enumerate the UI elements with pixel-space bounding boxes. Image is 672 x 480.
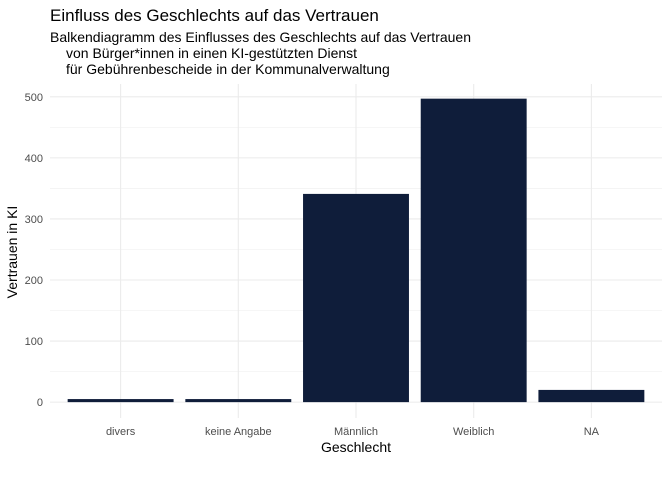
bar (538, 389, 645, 403)
y-tick-label: 0 (37, 397, 43, 409)
x-tick-label: keine Angabe (205, 426, 272, 438)
chart-subtitle-line-3: für Gebührenbescheide in der Kommunalver… (66, 61, 390, 77)
y-tick-label: 400 (25, 153, 43, 165)
y-tick-label: 100 (25, 336, 43, 348)
bar (67, 399, 174, 403)
x-tick-label: Weiblich (453, 426, 494, 438)
x-tick-label: divers (106, 426, 136, 438)
y-tick-label: 500 (25, 92, 43, 104)
y-tick-label: 300 (25, 214, 43, 226)
bar (185, 399, 292, 403)
chart-title: Einfluss des Geschlechts auf das Vertrau… (50, 6, 379, 25)
x-tick-label: Männlich (334, 426, 378, 438)
x-axis-title: Geschlecht (321, 439, 391, 455)
bars (67, 98, 645, 403)
bar (420, 98, 527, 403)
y-tick-label: 200 (25, 275, 43, 287)
y-axis-title: Vertrauen in KI (4, 206, 20, 299)
chart-subtitle-line-2: von Bürger*innen in einen KI-gestützten … (66, 45, 357, 61)
y-axis-ticks: 0 100 200 300 400 500 (25, 92, 43, 409)
bar (303, 193, 409, 403)
x-tick-label: NA (584, 426, 600, 438)
x-axis-ticks: divers keine Angabe Männlich Weiblich NA (106, 426, 600, 438)
chart-subtitle-line-1: Balkendiagramm des Einflusses des Geschl… (50, 29, 471, 45)
